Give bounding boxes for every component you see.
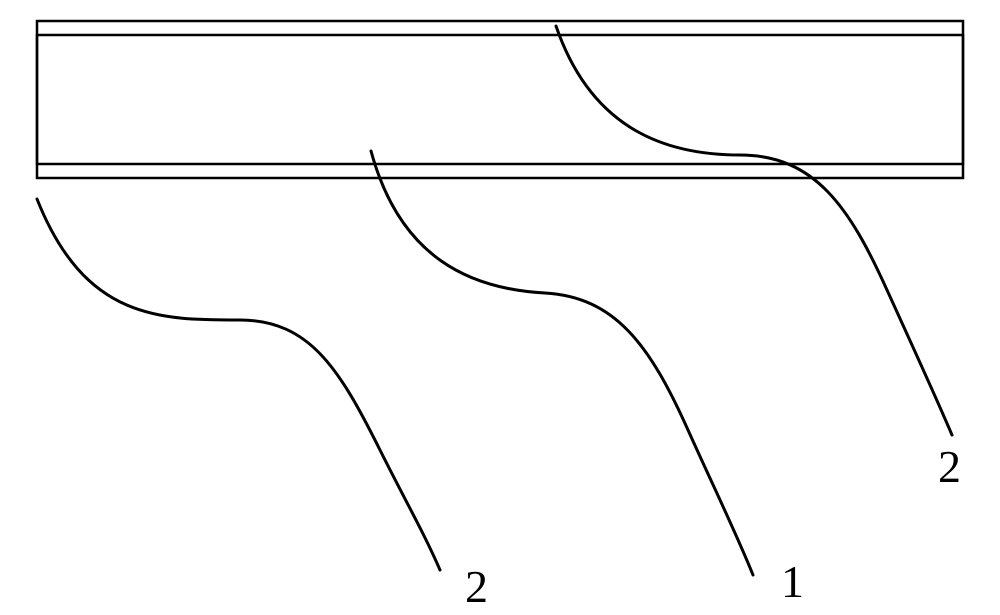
- leader-curve-middle: [371, 151, 753, 575]
- label-1: 1: [781, 555, 804, 608]
- leader-curve-right: [556, 26, 952, 435]
- leader-curve-left: [37, 199, 440, 570]
- label-2-left: 2: [465, 560, 488, 613]
- inner-rect: [37, 35, 963, 164]
- outer-rect: [37, 21, 963, 178]
- diagram-svg: [0, 0, 1000, 615]
- label-2-right: 2: [938, 440, 961, 493]
